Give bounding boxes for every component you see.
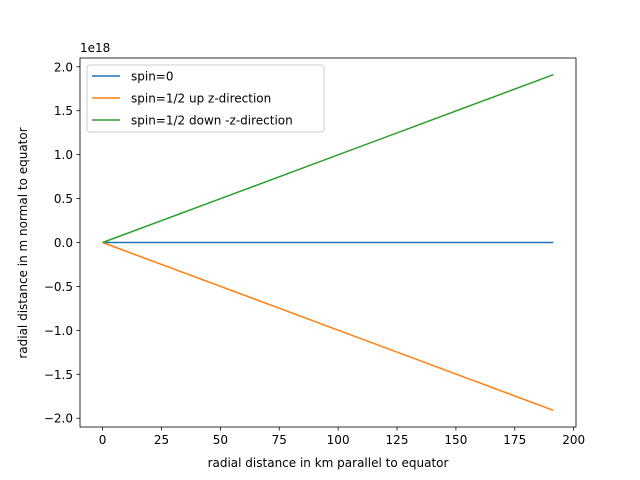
- y-tick-label: 0.5: [54, 192, 73, 206]
- legend-label: spin=0: [131, 70, 174, 84]
- y-tick-label: −1.0: [44, 324, 73, 338]
- y-axis-label: radial distance in m normal to equator: [16, 127, 30, 358]
- y-offset-text: 1e18: [80, 41, 110, 55]
- x-tick-label: 100: [327, 433, 350, 447]
- x-tick-label: 150: [444, 433, 467, 447]
- y-tick-label: −1.5: [44, 368, 73, 382]
- legend-label: spin=1/2 down -z-direction: [131, 114, 293, 128]
- series-line-2: [102, 241, 554, 412]
- legend-entries: spin=0 spin=1/2 up z-direction spin=1/2 do…: [92, 70, 293, 128]
- y-tick-label: 2.0: [54, 60, 73, 74]
- y-tick-label: −0.5: [44, 280, 73, 294]
- series-layer: [102, 73, 554, 412]
- series-line-3: [102, 73, 554, 244]
- x-tick-label: 0: [99, 433, 107, 447]
- x-tick-label: 50: [213, 433, 228, 447]
- legend-label: spin=1/2 up z-direction: [131, 92, 271, 106]
- x-tick-label: 25: [154, 433, 169, 447]
- x-axis-label: radial distance in km parallel to equato…: [208, 456, 449, 470]
- x-tick-label: 75: [272, 433, 287, 447]
- legend-box: [86, 64, 325, 133]
- x-tick-label: 200: [562, 433, 585, 447]
- x-tick-label: 175: [503, 433, 526, 447]
- y-tick-label: 1.5: [54, 104, 73, 118]
- y-axis-ticks: −2.0 −1.5 −1.0 −0.5 0.0 0.5 1.0 1.5 2.0: [44, 60, 80, 426]
- y-tick-label: 1.0: [54, 148, 73, 162]
- x-axis-ticks: 0 25 50 75 100 125 150 175 200: [99, 427, 585, 447]
- x-tick-label: 125: [386, 433, 409, 447]
- y-tick-label: −2.0: [44, 412, 73, 426]
- y-tick-label: 0.0: [54, 236, 73, 250]
- legend: spin=0 spin=1/2 up z-direction spin=1/2 do…: [86, 64, 325, 133]
